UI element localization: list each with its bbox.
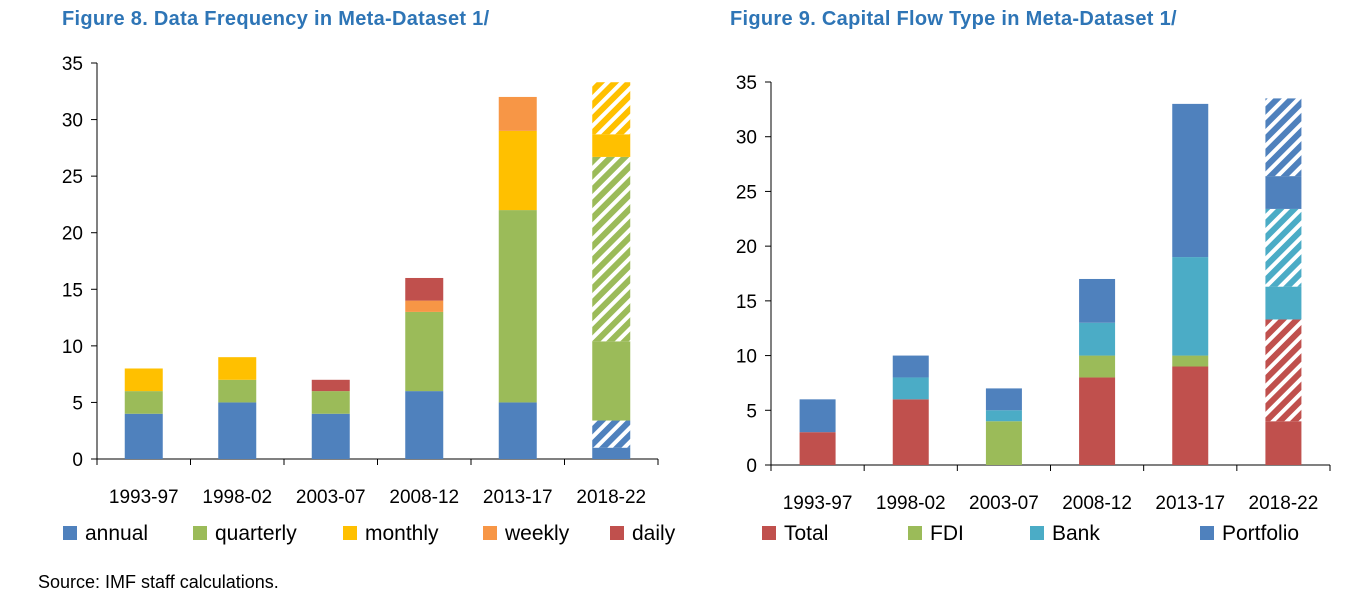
y-tick-label: 35 (736, 73, 757, 94)
bar-portfolio-1993-97 (799, 399, 836, 433)
category-label: 2003-07 (296, 487, 366, 508)
bar-total-1993-97 (799, 432, 836, 465)
legend-label-portfolio: Portfolio (1222, 522, 1299, 545)
bar-weekly-2013-17 (498, 96, 537, 131)
bar-weekly-2008-12 (405, 300, 444, 312)
legend-label-weekly: weekly (504, 522, 570, 545)
legend-swatch-portfolio (1200, 526, 1214, 540)
figure-9-chart: 0 5 10 15 20 25 30 35 1993-97 1998-02 2003-07 2008-… (736, 73, 1331, 545)
y-tick-label: 10 (736, 347, 757, 368)
legend-swatch-quarterly (193, 526, 207, 540)
bar-hatched-bank-2018-22 (1265, 208, 1302, 287)
legend-swatch-monthly (343, 526, 357, 540)
category-label: 2003-07 (969, 493, 1039, 514)
bar-quarterly-2018-22 (592, 341, 631, 421)
bar-fdi-2003-07 (985, 421, 1022, 465)
figure-8-chart: 0 5 10 15 20 25 30 35 1993-97 1998-02 2003-07 2008-… (62, 54, 676, 545)
bar-total-1998-02 (892, 399, 929, 465)
y-tick-label: 25 (736, 182, 757, 203)
legend-swatch-fdi (908, 526, 922, 540)
category-label: 2013-17 (483, 487, 553, 508)
bar-portfolio-2003-07 (985, 388, 1022, 411)
bar-monthly-2013-17 (498, 130, 537, 211)
legend-label-monthly: monthly (365, 522, 439, 545)
y-tick-label: 30 (736, 128, 757, 149)
legend-swatch-weekly (483, 526, 497, 540)
bar-monthly-1998-02 (218, 357, 257, 380)
y-tick-label: 20 (736, 237, 757, 258)
figure-8-title: Figure 8. Data Frequency in Meta-Dataset… (62, 8, 490, 30)
bar-hatched-monthly-2018-22 (592, 82, 631, 135)
bar-portfolio-2013-17 (1172, 103, 1209, 258)
category-label: 1993-97 (109, 487, 179, 508)
y-tick-label: 15 (736, 292, 757, 313)
source-note: Source: IMF staff calculations. (38, 572, 279, 592)
category-label: 1998-02 (202, 487, 272, 508)
figure-9-title: Figure 9. Capital Flow Type in Meta-Data… (730, 8, 1177, 30)
bar-portfolio-1998-02 (892, 355, 929, 378)
bar-fdi-2008-12 (1079, 355, 1116, 378)
bar-total-2008-12 (1079, 377, 1116, 465)
bar-total-2018-22 (1265, 421, 1302, 465)
bar-hatched-portfolio-2018-22 (1265, 98, 1302, 177)
bar-hatched-total-2018-22 (1265, 319, 1302, 422)
category-label: 1998-02 (876, 493, 946, 514)
bar-quarterly-2008-12 (405, 311, 444, 392)
bar-hatched-quarterly-2018-22 (592, 156, 631, 342)
y-tick-label: 30 (62, 111, 83, 132)
bar-portfolio-2018-22 (1265, 176, 1302, 209)
bar-quarterly-1993-97 (124, 391, 163, 414)
y-tick-label: 35 (62, 54, 83, 75)
category-label: 2008-12 (389, 487, 459, 508)
y-tick-label: 5 (72, 393, 83, 414)
category-label: 2008-12 (1062, 493, 1132, 514)
bar-monthly-1993-97 (124, 368, 163, 392)
legend-swatch-bank (1030, 526, 1044, 540)
category-label: 2018-22 (576, 487, 646, 508)
bar-bank-2018-22 (1265, 286, 1302, 320)
bar-bank-1998-02 (892, 377, 929, 400)
legend-label-annual: annual (85, 522, 148, 545)
y-tick-label: 25 (62, 167, 83, 188)
bar-annual-2013-17 (498, 402, 537, 459)
legend-label-daily: daily (632, 522, 676, 545)
y-tick-label: 15 (62, 280, 83, 301)
y-tick-label: 10 (62, 337, 83, 358)
y-tick-label: 0 (72, 450, 83, 471)
legend-label-fdi: FDI (930, 522, 964, 545)
bar-annual-2003-07 (311, 413, 350, 459)
legend-label-quarterly: quarterly (215, 522, 297, 545)
bar-monthly-2018-22 (592, 134, 631, 157)
bar-fdi-2013-17 (1172, 355, 1209, 367)
y-tick-label: 5 (746, 401, 757, 422)
bar-annual-1998-02 (218, 402, 257, 459)
bar-daily-2008-12 (405, 277, 444, 301)
bar-annual-2018-22 (592, 447, 631, 459)
legend-swatch-daily (610, 526, 624, 540)
bar-bank-2003-07 (985, 410, 1022, 422)
bar-annual-1993-97 (124, 413, 163, 459)
bar-annual-2008-12 (405, 391, 444, 459)
bar-quarterly-1998-02 (218, 379, 257, 403)
bar-hatched-annual-2018-22 (592, 420, 631, 448)
legend-swatch-annual (63, 526, 77, 540)
legend-swatch-total (762, 526, 776, 540)
y-tick-label: 0 (746, 456, 757, 477)
bar-daily-2003-07 (311, 379, 350, 392)
y-tick-label: 20 (62, 224, 83, 245)
bar-bank-2013-17 (1172, 257, 1209, 356)
legend-label-total: Total (784, 522, 828, 545)
category-label: 1993-97 (783, 493, 853, 514)
bar-bank-2008-12 (1079, 322, 1116, 356)
legend-label-bank: Bank (1052, 522, 1100, 545)
bar-quarterly-2003-07 (311, 391, 350, 414)
bar-portfolio-2008-12 (1079, 278, 1116, 323)
bar-total-2013-17 (1172, 366, 1209, 465)
category-label: 2013-17 (1155, 493, 1225, 514)
bar-quarterly-2013-17 (498, 210, 537, 403)
category-label: 2018-22 (1249, 493, 1319, 514)
